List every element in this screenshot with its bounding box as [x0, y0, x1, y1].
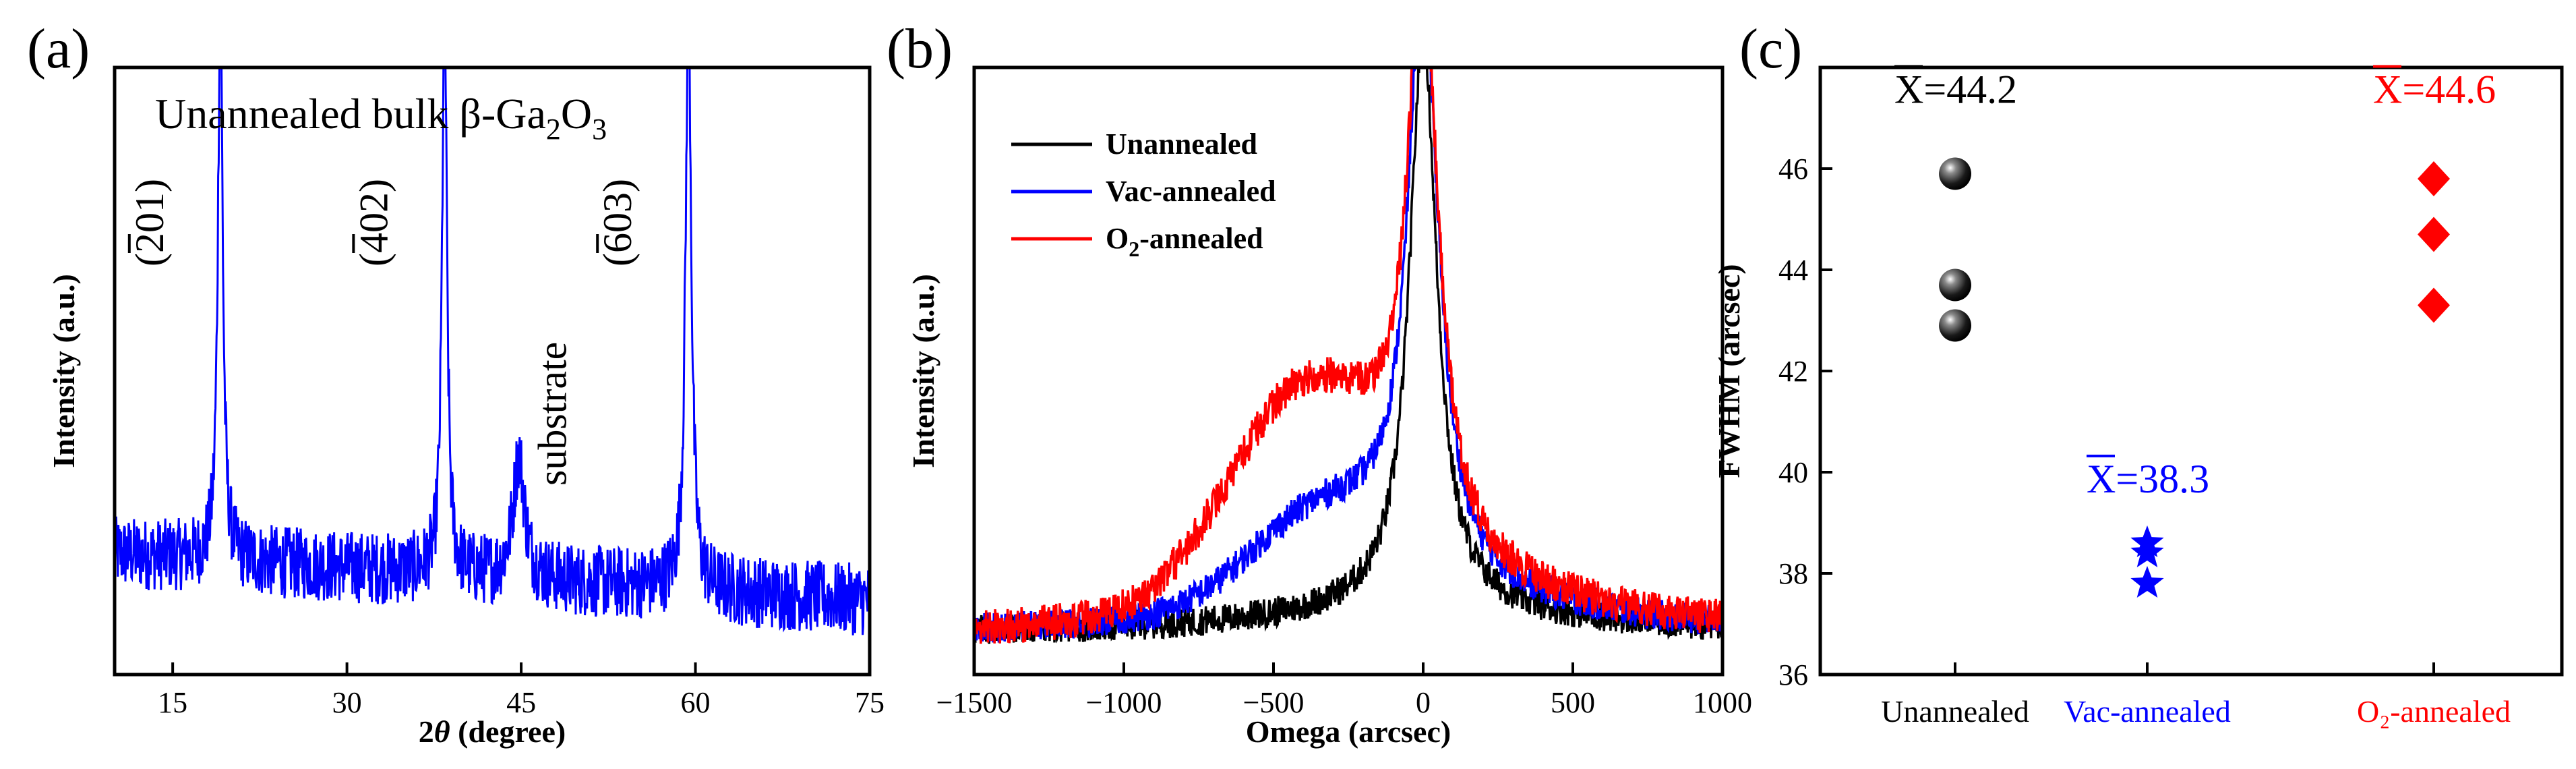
panel-c-mean-label: X=38.3	[2087, 457, 2209, 501]
panel-c-mean-label: X=44.6	[2373, 67, 2496, 112]
panel-label-b: (b)	[887, 18, 953, 80]
panel-a-xlabel: 2θ (degree)	[419, 714, 566, 749]
panel-a-x-tick-label: 75	[855, 686, 885, 719]
panel-b-x-ticks: −1500 −1000 −500 0 500 1000	[936, 662, 1752, 719]
panel-c-category-label: O₂-annealed	[2357, 694, 2511, 729]
panel-a-x-tick-label: 45	[506, 686, 536, 719]
panel-b-series-unannealed	[974, 67, 1723, 644]
panel-a-annotation: (603)	[595, 179, 640, 266]
panel-c-point-unannealed	[1939, 268, 1971, 302]
panel-a-peak-label: (603)	[595, 179, 640, 266]
panel-b-xlabel: Omega (arcsec)	[1246, 714, 1451, 749]
panel-c-point-o2-annealed	[2418, 161, 2450, 196]
panel-c-point-o2-annealed	[2418, 217, 2450, 252]
panel-c-category-labels: Unannealed Vac-annealed O₂-annealed	[1881, 694, 2511, 729]
panel-c-y-tick-label: 42	[1778, 355, 1808, 388]
panel-c-point-vac-annealed	[2130, 536, 2164, 567]
panel-b: −1500 −1000 −500 0 500 1000 Unannealed Vac-ann…	[906, 65, 1752, 749]
panel-c-points	[1939, 157, 2450, 598]
panel-a: 15 30 45 60 75 Unannealed bulk β-Ga2O3 (201)…	[47, 65, 885, 749]
panel-b-curve-group	[974, 67, 1723, 644]
panel-c-mean-labels: X=44.2 X=38.3 X=44.6	[1894, 65, 2496, 501]
panel-c-y-tick-label: 40	[1778, 456, 1808, 489]
panel-a-peak-label: substrate	[531, 342, 575, 486]
panel-a-x-tick-label: 60	[681, 686, 711, 719]
panel-b-x-tick-label: 0	[1416, 686, 1431, 719]
panel-a-ylabel: Intensity (a.u.)	[47, 274, 81, 468]
panel-a-x-tick-label: 30	[332, 686, 362, 719]
panel-c-y-tick-label: 38	[1778, 557, 1808, 590]
panel-c-point-vac-annealed	[2130, 566, 2164, 598]
panel-a-x-ticks: 15 30 45 60 75	[158, 662, 885, 719]
panel-c-category-label: Unannealed	[1881, 694, 2029, 729]
panel-c-ylabel: FWHM (arcsec)	[1712, 264, 1746, 478]
panel-b-x-tick-label: 500	[1551, 686, 1595, 719]
panel-c-point-unannealed	[1939, 157, 1971, 190]
panel-c-category-label: Vac-annealed	[2064, 694, 2231, 729]
panel-a-annotation: substrate	[531, 342, 575, 486]
panel-a-annotations: (201) (402) substrate (603)	[127, 179, 640, 486]
panel-b-x-tick-label: −500	[1243, 686, 1305, 719]
panel-c-point-o2-annealed	[2418, 287, 2450, 323]
panel-b-x-tick-label: −1000	[1086, 686, 1162, 719]
panel-b-frame	[972, 65, 1725, 677]
panel-b-legend-label: Vac-annealed	[1106, 175, 1276, 208]
panel-label-c: (c)	[1739, 18, 1802, 80]
panel-a-curve-group	[115, 67, 870, 635]
panel-a-peak-label: (201)	[127, 179, 172, 266]
panel-b-series-vac-annealed	[974, 67, 1723, 643]
panel-a-title: Unannealed bulk β-Ga2O3	[155, 90, 607, 146]
panel-b-legend: Unannealed Vac-annealed O2-annealed	[1011, 127, 1276, 261]
panel-b-x-tick-label: −1500	[936, 686, 1013, 719]
panel-label-a: (a)	[27, 18, 90, 80]
panel-c-frame	[1818, 65, 2564, 677]
panel-a-annotation: (402)	[351, 179, 396, 266]
panel-b-legend-label: O2-annealed	[1106, 222, 1263, 261]
panel-b-x-tick-label: 1000	[1693, 686, 1752, 719]
panel-c-point-unannealed	[1939, 309, 1971, 342]
panel-c-y-ticks: 36 38 40 42 44 46	[1778, 152, 2435, 691]
panel-a-x-tick-label: 15	[158, 686, 187, 719]
panel-a-annotation: (201)	[127, 179, 172, 266]
panel-b-legend-label: Unannealed	[1106, 127, 1257, 161]
panel-a-peak-label: (402)	[351, 179, 396, 266]
panel-a-frame	[113, 65, 872, 677]
panel-c-y-tick-label: 44	[1778, 254, 1808, 287]
panel-c-y-tick-label: 36	[1778, 658, 1808, 691]
panel-a-xrd-curve	[115, 67, 870, 635]
panel-b-series-o2-annealed	[974, 67, 1723, 644]
panel-c-y-tick-label: 46	[1778, 152, 1808, 186]
panel-c-mean-label: X=44.2	[1894, 67, 2017, 112]
panel-c: 36 38 40 42 44 46 X=44.2 X=38.3 X=44.6 Unanneal…	[1712, 65, 2564, 729]
panel-b-ylabel: Intensity (a.u.)	[906, 274, 940, 468]
